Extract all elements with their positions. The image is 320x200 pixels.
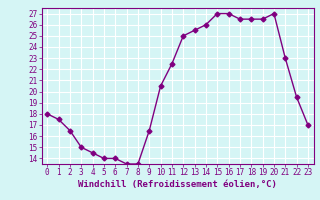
X-axis label: Windchill (Refroidissement éolien,°C): Windchill (Refroidissement éolien,°C) <box>78 180 277 189</box>
